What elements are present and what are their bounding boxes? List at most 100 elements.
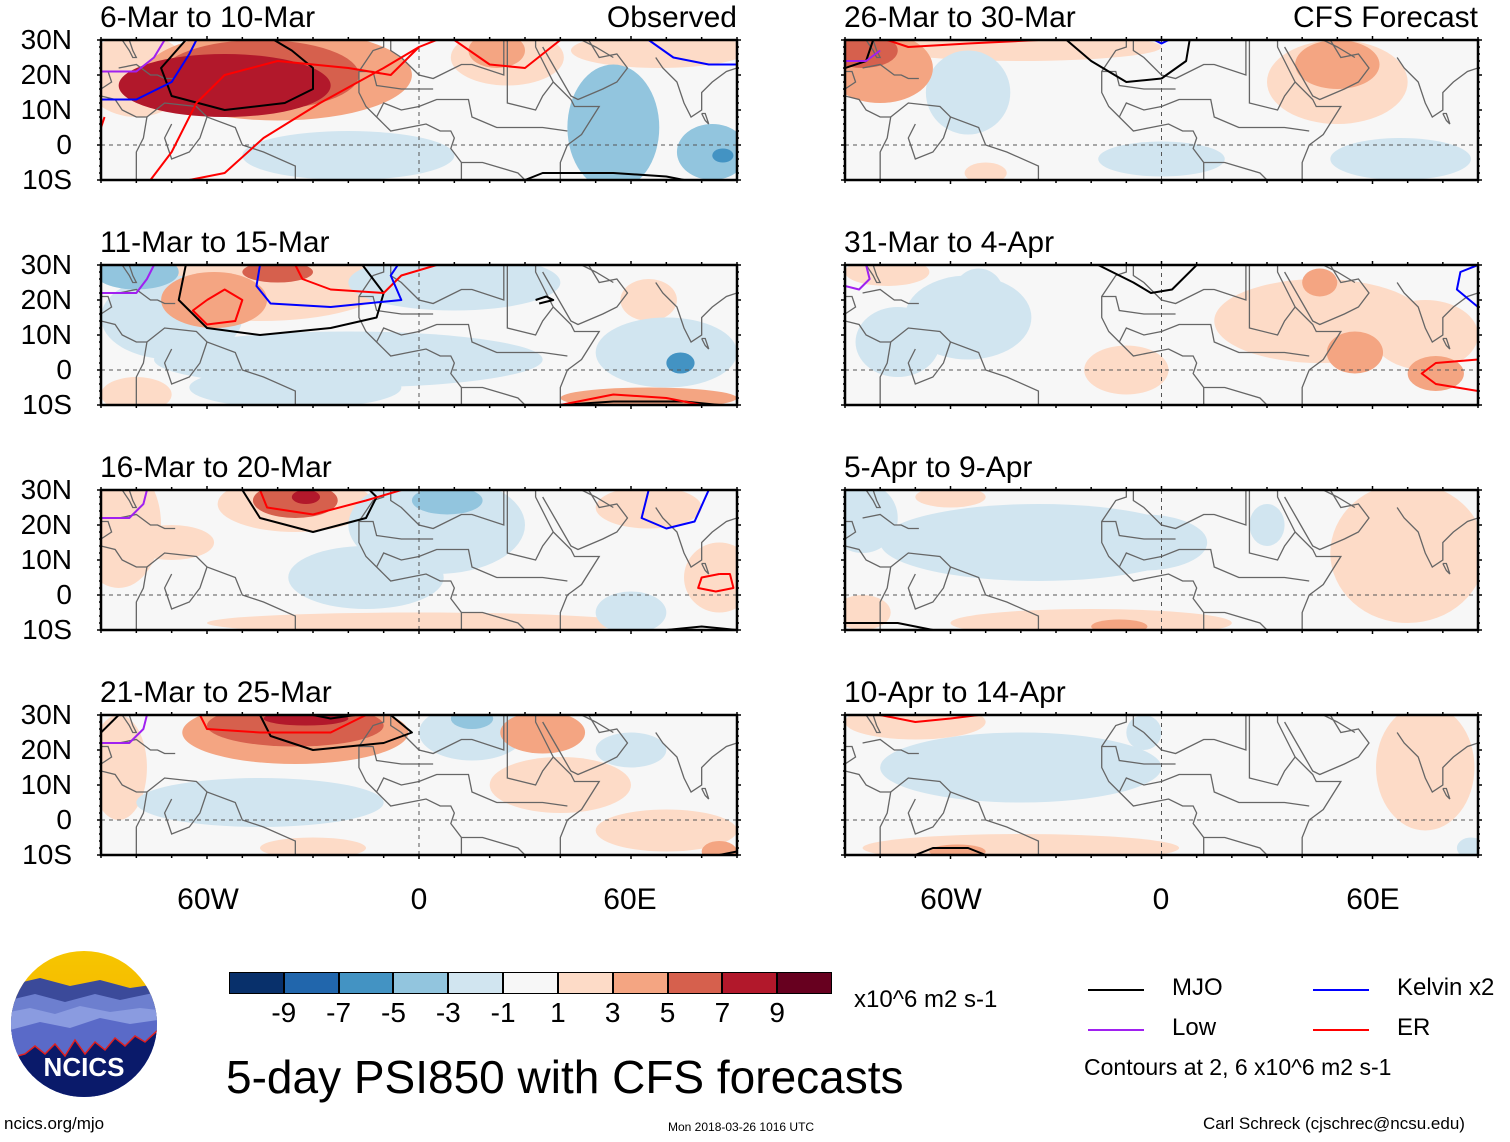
positive-anomaly	[207, 715, 384, 747]
y-tick-label: 30N	[20, 699, 72, 730]
contour-kelvin	[648, 40, 737, 66]
coastline	[1284, 490, 1370, 551]
legend-swatch-kelvin	[1313, 989, 1369, 991]
coastline	[1276, 265, 1343, 405]
negative-anomaly	[954, 268, 1004, 318]
panel-source-label: CFS Forecast	[1292, 1, 1478, 34]
coastline	[581, 265, 614, 284]
timestamp: Mon 2018-03-26 1016 UTC	[668, 1120, 815, 1134]
contour-low	[101, 265, 155, 294]
colorbar-tick-label: -3	[435, 997, 461, 1028]
coastline	[121, 265, 138, 284]
colorbar-segment	[393, 972, 449, 994]
contour-mjo	[101, 715, 120, 734]
coastline	[1203, 161, 1268, 180]
coastline	[534, 265, 601, 405]
coastline	[542, 265, 629, 326]
coastline	[1276, 40, 1343, 180]
coastline	[163, 341, 208, 385]
coastline	[1101, 520, 1176, 540]
coastline	[907, 791, 952, 835]
coastline	[1442, 112, 1451, 125]
website-link[interactable]: ncics.org/mjo	[4, 1114, 105, 1133]
coastline	[376, 548, 568, 582]
panel-title: 5-Apr to 9-Apr	[844, 451, 1033, 484]
legend-swatch-mjo	[1088, 989, 1144, 991]
contour-er	[560, 393, 702, 405]
legend-label: Low	[1172, 1014, 1217, 1041]
coastline	[701, 562, 710, 575]
coastline	[1203, 611, 1268, 630]
negative-anomaly	[567, 64, 660, 180]
coastline	[1284, 40, 1370, 101]
colorbar-segment	[229, 972, 284, 994]
coastline	[534, 715, 601, 855]
y-tick-label: 30N	[20, 474, 72, 505]
coastline	[163, 566, 208, 610]
coastline	[121, 40, 138, 59]
coastline	[845, 520, 857, 540]
colorbar-segment	[283, 972, 339, 994]
positive-anomaly	[291, 490, 321, 504]
coastline	[1101, 70, 1176, 90]
positive-anomaly	[1376, 715, 1475, 831]
positive-anomaly	[684, 542, 737, 613]
coastline	[581, 715, 614, 734]
coastline	[845, 545, 891, 568]
coastline	[865, 40, 882, 59]
colorbar-tick-label: 7	[714, 997, 731, 1028]
coastline	[461, 386, 526, 405]
positive-anomaly	[845, 265, 930, 286]
coastline	[358, 490, 463, 630]
y-tick-label: 10S	[22, 614, 72, 645]
contour-mjo	[160, 40, 314, 111]
ncics-logo[interactable]: NCICS	[10, 950, 158, 1098]
panel-title: 31-Mar to 4-Apr	[844, 226, 1055, 259]
contour-note: Contours at 2, 6 x10^6 m2 s-1	[1084, 1054, 1392, 1080]
y-tick-label: 10N	[20, 94, 72, 125]
coastline	[1396, 507, 1478, 568]
coastline	[1101, 745, 1176, 765]
coastline	[534, 490, 601, 630]
coastline	[542, 715, 629, 776]
contour-er	[191, 288, 244, 326]
coastline	[1396, 732, 1478, 793]
coastline	[581, 490, 614, 509]
coastline	[1322, 490, 1356, 509]
coastline	[845, 745, 857, 765]
colorbar-tick-label: -9	[271, 997, 297, 1028]
negative-anomaly	[1249, 504, 1285, 546]
coastline	[879, 327, 1040, 405]
positive-anomaly	[1330, 490, 1478, 623]
coastline	[506, 490, 554, 561]
y-tick-label: 20N	[20, 509, 72, 540]
positive-anomaly	[845, 595, 891, 630]
contour-er	[697, 573, 735, 593]
contour-er	[199, 715, 367, 734]
coastline	[1322, 40, 1356, 59]
coastline	[1248, 490, 1296, 561]
contour-mjo	[914, 847, 987, 855]
map-panel	[841, 711, 1482, 859]
positive-anomaly	[1326, 331, 1384, 374]
negative-anomaly	[845, 490, 898, 553]
negative-anomaly	[925, 764, 1011, 792]
colorbar	[229, 972, 832, 994]
coastline	[135, 777, 296, 855]
contour-er	[294, 265, 437, 294]
coastline	[358, 520, 434, 540]
coastline	[1276, 490, 1343, 630]
y-tick-label: 20N	[20, 59, 72, 90]
coastline	[655, 282, 737, 343]
coastline	[1101, 265, 1205, 405]
coastline	[118, 63, 176, 80]
coastline	[1101, 295, 1176, 315]
coastline	[701, 787, 710, 800]
coastline	[845, 320, 891, 343]
y-tick-label: 0	[56, 579, 72, 610]
contour-low	[845, 265, 871, 291]
coastline	[907, 566, 952, 610]
coastline	[655, 57, 737, 118]
positive-anomaly	[101, 715, 147, 820]
coastline	[506, 265, 554, 336]
